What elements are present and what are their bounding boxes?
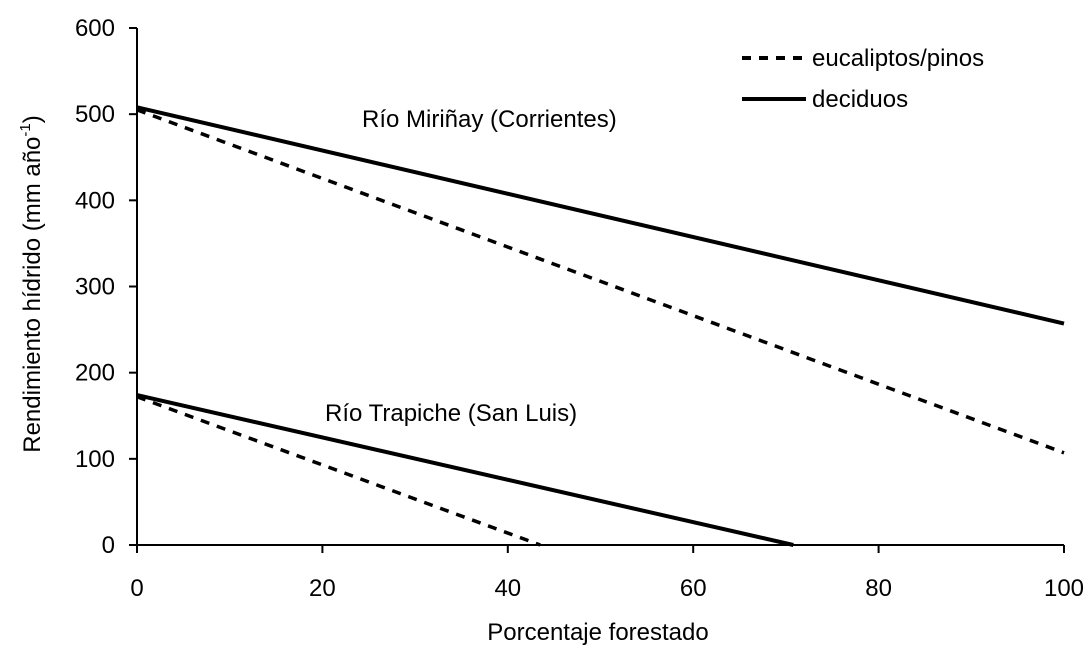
annotation-trapiche: Río Trapiche (San Luis) xyxy=(325,400,577,427)
x-tick-label: 0 xyxy=(130,575,143,602)
y-tick-label: 100 xyxy=(75,446,115,473)
y-ticks: 0 100 200 300 400 500 600 xyxy=(75,15,137,559)
y-tick-label: 200 xyxy=(75,360,115,387)
legend-label-eucaliptos: eucaliptos/pinos xyxy=(812,45,984,72)
annotation-miriñay: Río Miriñay (Corrientes) xyxy=(362,106,617,133)
legend-label-deciduos: deciduos xyxy=(812,86,908,113)
x-tick-label: 20 xyxy=(309,575,336,602)
axes: 0 100 200 300 400 500 600 0 20 40 60 80 100 xyxy=(75,15,1084,602)
series-group xyxy=(136,105,1065,547)
annotations: Río Miriñay (Corrientes) Río Trapiche (S… xyxy=(325,106,617,427)
y-tick-label: 600 xyxy=(75,15,115,42)
x-tick-label: 80 xyxy=(865,575,892,602)
series-line-dashed xyxy=(136,395,541,547)
legend: eucaliptos/pinos deciduos xyxy=(742,45,984,113)
x-tick-label: 60 xyxy=(680,575,707,602)
y-axis-title-main: Rendimiento hídrido (mm año xyxy=(19,137,46,453)
series-line-solid xyxy=(136,105,1065,326)
x-axis-title: Porcentaje forestado xyxy=(487,619,708,646)
series-line-dashed xyxy=(136,108,1065,455)
y-axis-title-superscript: -1 xyxy=(17,123,34,136)
y-tick-label: 400 xyxy=(75,187,115,214)
y-tick-label: 0 xyxy=(102,532,115,559)
y-axis-title-close: ) xyxy=(19,115,46,123)
x-ticks: 0 20 40 60 80 100 xyxy=(130,545,1084,602)
series-line-solid xyxy=(136,393,794,547)
y-axis-title: Rendimiento hídrido (mm año-1) xyxy=(17,115,46,453)
x-tick-label: 100 xyxy=(1044,575,1084,602)
y-tick-label: 500 xyxy=(75,101,115,128)
x-tick-label: 40 xyxy=(494,575,521,602)
y-tick-label: 300 xyxy=(75,274,115,301)
